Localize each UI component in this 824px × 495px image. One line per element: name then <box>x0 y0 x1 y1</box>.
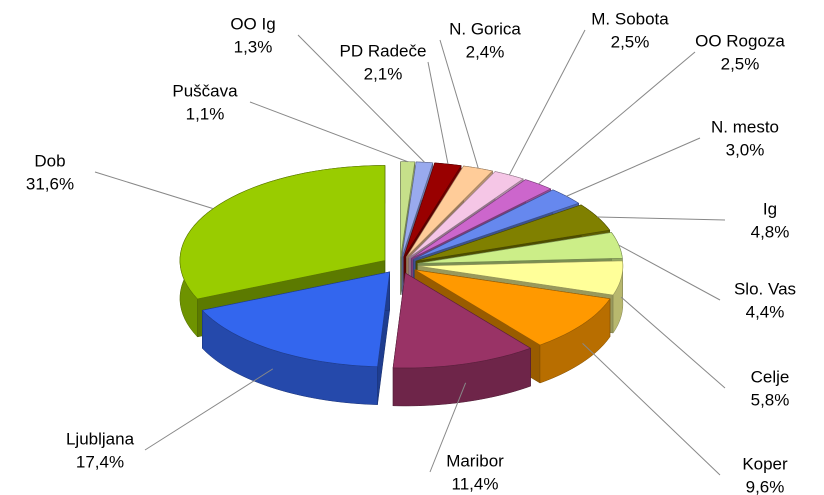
value-label: 2,5% <box>721 54 760 73</box>
value-label: 4,8% <box>751 222 790 241</box>
leader-line <box>566 137 701 197</box>
leader-line <box>618 244 721 301</box>
value-label: 2,1% <box>364 64 403 83</box>
category-label: Dob <box>34 151 65 170</box>
slice <box>414 269 611 346</box>
pie <box>179 161 624 407</box>
leader-line <box>597 216 726 221</box>
slice <box>415 204 611 262</box>
leader-line <box>297 34 425 163</box>
leader-line <box>427 61 449 165</box>
leader-line <box>508 29 586 176</box>
category-label: PD Radeče <box>340 41 427 60</box>
value-label: 1,3% <box>234 37 273 56</box>
category-label: Slo. Vas <box>734 279 796 298</box>
value-label: 17,4% <box>76 452 124 471</box>
slice <box>403 162 462 258</box>
category-label: OO Rogoza <box>695 31 785 50</box>
value-label: 3,0% <box>726 140 765 159</box>
leader-line <box>429 382 467 473</box>
value-label: 2,5% <box>611 32 650 51</box>
slice <box>392 272 532 369</box>
category-label: OO Ig <box>230 14 275 33</box>
leader-line <box>439 39 479 169</box>
category-label: N. Gorica <box>449 19 521 38</box>
value-label: 9,6% <box>746 477 785 495</box>
value-label: 2,4% <box>466 42 505 61</box>
slice <box>406 165 494 258</box>
slice <box>201 271 391 367</box>
category-label: Ljubljana <box>66 429 135 448</box>
value-label: 1,1% <box>186 104 225 123</box>
leader-line <box>144 368 274 451</box>
category-label: Puščava <box>172 81 238 100</box>
category-label: Maribor <box>446 451 504 470</box>
category-label: M. Sobota <box>591 9 669 28</box>
slice <box>417 260 624 296</box>
leader-line <box>620 296 726 389</box>
value-label: 4,4% <box>746 302 785 321</box>
category-label: Celje <box>751 367 790 386</box>
value-label: 31,6% <box>26 174 74 193</box>
slice <box>417 232 623 264</box>
category-label: Koper <box>742 454 788 473</box>
leader-line <box>249 101 408 163</box>
value-label: 5,8% <box>751 390 790 409</box>
category-label: N. mesto <box>711 117 779 136</box>
category-label: Ig <box>763 199 777 218</box>
slice <box>411 179 552 259</box>
leader-line <box>582 342 721 476</box>
leader-line <box>538 51 696 185</box>
leader-line <box>94 171 214 210</box>
value-label: 11,4% <box>452 474 499 493</box>
